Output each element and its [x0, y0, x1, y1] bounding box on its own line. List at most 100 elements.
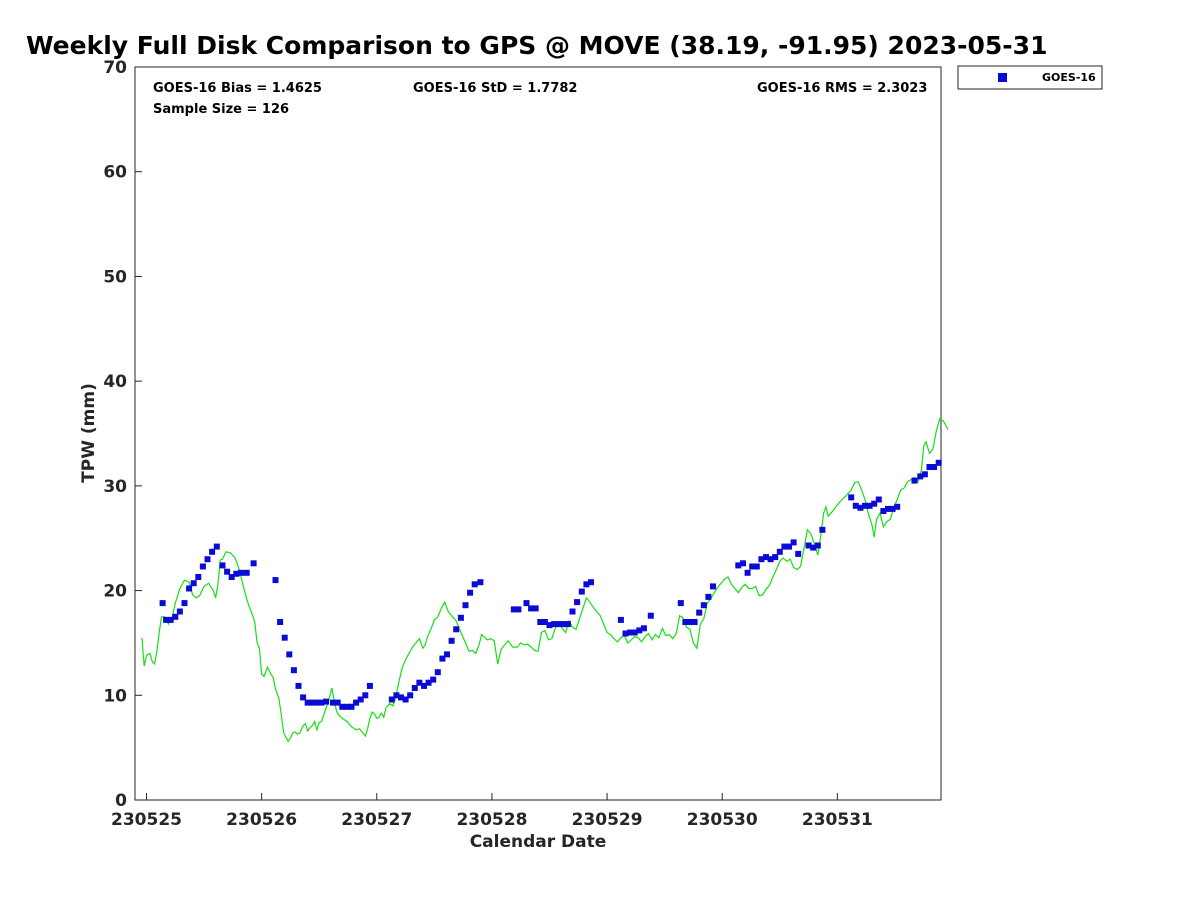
- goes-16-point: [691, 619, 698, 625]
- x-tick-label: 230525: [111, 810, 182, 830]
- goes-16-point: [682, 619, 689, 625]
- goes-16-point: [852, 502, 859, 509]
- goes-16-point: [763, 554, 769, 561]
- goes-16-point: [159, 600, 166, 607]
- goes-16-point: [281, 634, 288, 641]
- gps-line-path: [141, 417, 949, 743]
- goes-16-point: [921, 471, 928, 478]
- goes-16-point: [749, 563, 756, 570]
- goes-16-point: [758, 556, 765, 563]
- goes-16-point: [228, 574, 235, 580]
- x-tick-label: 230530: [687, 810, 758, 830]
- goes-16-point: [819, 526, 826, 533]
- legend-marker-goes-16: [998, 73, 1007, 82]
- goes-16-point: [444, 651, 450, 658]
- goes-16-point: [894, 503, 901, 510]
- goes-16-point: [313, 699, 320, 706]
- goes-16-point: [224, 568, 231, 575]
- goes-16-point: [167, 616, 174, 623]
- y-tick-label: 0: [115, 791, 127, 811]
- goes-16-point: [696, 609, 703, 616]
- goes-16-point: [462, 602, 469, 609]
- goes-16-point: [209, 548, 216, 555]
- goes-16-point: [362, 692, 369, 699]
- goes-16-point: [176, 608, 183, 615]
- goes-16-point: [772, 554, 779, 561]
- sample-size-stat: Sample Size = 126: [153, 102, 289, 117]
- goes-16-point: [636, 627, 643, 634]
- goes-16-point: [388, 696, 395, 703]
- goes-16-point: [430, 676, 437, 683]
- goes-16-point: [532, 605, 539, 612]
- bias-stat: GOES-16 Bias = 1.4625: [153, 81, 322, 96]
- goes-16-point: [935, 459, 942, 466]
- goes-16-point: [233, 570, 240, 577]
- goes-16-point: [546, 622, 553, 629]
- y-tick-label: 60: [103, 163, 127, 183]
- goes-16-point: [931, 464, 938, 470]
- goes-16-point: [510, 606, 517, 613]
- goes-16-point: [926, 464, 933, 470]
- goes-16-point: [574, 599, 581, 606]
- goes-16-point: [304, 699, 311, 706]
- goes-16-point: [448, 637, 455, 644]
- goes-16-point: [805, 542, 812, 549]
- goes-16-point: [172, 613, 179, 620]
- goes-16-point: [617, 616, 624, 623]
- goes-16-point: [528, 605, 535, 612]
- goes-16-point: [705, 593, 712, 600]
- goes-16-point: [551, 621, 558, 628]
- goes-16-point: [453, 626, 460, 633]
- goes-16-point: [776, 548, 783, 555]
- goes-16-point: [740, 560, 746, 567]
- std-stat: GOES-16 StD = 1.7782: [413, 81, 577, 96]
- goes-16-point: [477, 579, 484, 586]
- goes-16-point: [421, 682, 427, 689]
- goes-16-point: [467, 589, 474, 596]
- goes-16-point: [199, 563, 206, 570]
- y-tick-label: 20: [103, 582, 127, 602]
- x-tick-label: 230531: [802, 810, 873, 830]
- goes-16-point: [857, 504, 864, 511]
- goes-16-point: [631, 629, 638, 636]
- goes-16-point: [871, 500, 878, 507]
- goes-16-point: [790, 539, 797, 546]
- x-axis-label: Calendar Date: [470, 832, 607, 852]
- goes-16-point: [862, 502, 868, 509]
- goes-16-point: [457, 614, 464, 621]
- goes-16-point: [334, 699, 341, 706]
- goes-16-point: [866, 502, 873, 509]
- goes-16-point: [219, 562, 226, 569]
- goes-16-point: [295, 682, 302, 689]
- goes-16-point: [911, 477, 918, 484]
- goes-16-point: [393, 692, 400, 699]
- goes-16-point: [814, 542, 821, 549]
- x-tick-label: 230528: [456, 810, 527, 830]
- goes-16-point: [181, 600, 188, 607]
- goes-16-point: [875, 496, 882, 503]
- goes-16-point: [309, 699, 316, 706]
- goes-16-point: [190, 580, 197, 587]
- goes-16-point: [402, 696, 409, 703]
- y-tick-label: 10: [103, 686, 127, 706]
- goes-16-point: [569, 608, 576, 615]
- goes-16-point: [411, 685, 418, 691]
- y-tick-label: 30: [103, 477, 127, 497]
- goes-16-point: [398, 694, 404, 701]
- x-axis-ticks: 230525 230526 230527 230528 230529 230530 2305…: [111, 793, 873, 830]
- goes-16-point: [300, 694, 307, 701]
- goes-16-point: [339, 703, 346, 710]
- goes-16-point: [848, 494, 855, 501]
- goes-16-point: [343, 703, 350, 710]
- goes-16-point: [318, 699, 325, 706]
- goes-16-point: [357, 696, 364, 703]
- goes-16-point: [917, 473, 924, 480]
- legend: GOES-16: [957, 65, 1103, 90]
- y-tick-label: 40: [103, 372, 127, 392]
- goes-16-point: [647, 612, 654, 619]
- goes-16-point: [583, 581, 590, 588]
- y-axis-ticks: 0 10 20 30 40 50 60 70: [103, 58, 142, 811]
- plot-frame: [134, 66, 942, 801]
- goes-16-point: [515, 606, 522, 613]
